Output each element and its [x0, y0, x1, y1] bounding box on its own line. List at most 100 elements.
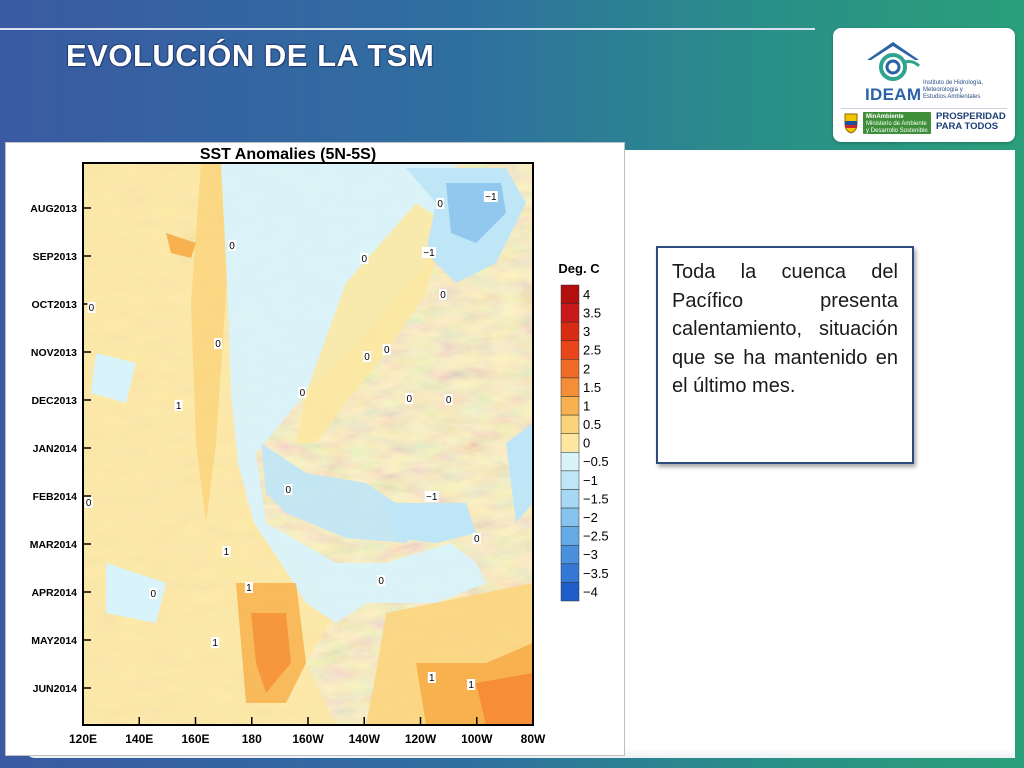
contour-label-bg	[87, 302, 96, 313]
colorbar-swatch	[560, 396, 580, 416]
title-rule	[0, 28, 815, 30]
contour-label: 0	[474, 534, 480, 545]
contour-label: 0	[446, 395, 452, 406]
contour-label-bg	[424, 491, 439, 502]
prosperidad-para-todos-logo: PROSPERIDAD PARA TODOS	[936, 111, 1006, 132]
contour-label: 0	[378, 576, 384, 587]
colorbar-label: 1	[583, 398, 590, 413]
ideam-wordmark: IDEAM	[865, 85, 922, 104]
contour-label-bg	[444, 394, 453, 405]
contour-label-bg	[405, 393, 414, 404]
colorbar-swatch	[560, 526, 580, 546]
y-tick-label: MAY2014	[31, 635, 77, 647]
contour-label: 0	[215, 339, 221, 350]
sst-hovmoller-svg: SST Anomalies (5N-5S) 1 2	[30, 146, 609, 746]
contour-label-bg	[382, 344, 391, 355]
colorbar-swatch	[560, 563, 580, 583]
colorbar-swatch	[560, 303, 580, 323]
colorbar-swatch	[560, 433, 580, 453]
colorbar-swatch	[560, 321, 580, 342]
colorbar-label: −1	[583, 473, 598, 488]
logo-divider	[841, 108, 1007, 109]
institute-name: Instituto de Hidrología, Meteorología y …	[923, 80, 984, 100]
colorbar-label: 3.5	[583, 306, 601, 321]
colorbar-swatch	[560, 544, 580, 565]
contour-label-bg	[363, 351, 372, 362]
colorbar-swatch	[560, 470, 580, 490]
colorbar-label: −0.5	[583, 454, 609, 469]
contour-label: 0	[440, 290, 446, 301]
chart-title: SST Anomalies (5N-5S)	[200, 146, 376, 163]
colorbar-label: 0	[583, 436, 590, 451]
y-tick-label: JUN2014	[33, 683, 78, 695]
contour-label: 0	[286, 485, 292, 496]
y-tick-label: SEP2013	[33, 251, 78, 263]
y-tick-label: APR2014	[31, 587, 77, 599]
slide-title: EVOLUCIÓN DE LA TSM	[66, 38, 435, 73]
colorbar-label: −3	[583, 547, 598, 562]
y-tick-label: AUG2013	[30, 203, 77, 215]
contour-label-bg	[222, 546, 231, 557]
contour-labels: −1 0 0 0 −1 0 0 0 0 0 0 1 0 0 0 0 −1 1 0 0 0 1 1 1 1	[84, 191, 498, 691]
contour-label: 0	[89, 303, 95, 314]
contour-label-bg	[439, 289, 447, 300]
x-tick-label: 160W	[292, 732, 324, 746]
x-tick-label: 140W	[349, 732, 381, 746]
colorbar-swatch	[560, 340, 580, 360]
colorbar: Deg. C 4 3.5 3 2.5 2 1.5 1 0.5 0 −0.5 −1 −1.5 −2 −2.5 −…	[558, 261, 609, 602]
y-tick-label: NOV2013	[31, 347, 77, 359]
contour-label: 0	[361, 254, 367, 265]
colorbar-label: −2.5	[583, 529, 609, 544]
contour-label: 0	[151, 589, 157, 600]
contour-label-bg	[228, 240, 237, 251]
x-tick-label: 80W	[521, 732, 546, 746]
colorbar-label: −2	[583, 510, 598, 525]
ideam-logo-card: IDEAM Instituto de Hidrología, Meteorolo…	[833, 28, 1015, 142]
contour-label-bg	[174, 400, 183, 411]
contour-label: 0	[406, 394, 412, 405]
contour-label-bg	[214, 338, 222, 349]
contour-label: 0	[86, 498, 92, 509]
colombia-shield-icon	[844, 113, 858, 134]
x-tick-label: 120W	[405, 732, 437, 746]
colorbar-title: Deg. C	[558, 261, 600, 276]
colorbar-label: −4	[583, 584, 598, 599]
contour-label: 1	[246, 583, 252, 594]
contour-label-bg	[149, 588, 158, 599]
contour-label-bg	[211, 637, 220, 648]
y-tick-label: OCT2013	[31, 299, 77, 311]
contour-label: −1	[485, 192, 497, 203]
contour-label-bg	[377, 575, 386, 586]
x-tick-label: 100W	[461, 732, 493, 746]
contour-label: 0	[437, 199, 443, 210]
contour-label-bg	[467, 679, 476, 690]
contour-label: 1	[468, 680, 474, 691]
colorbar-label: −3.5	[583, 566, 609, 581]
colorbar-swatch	[560, 414, 580, 434]
description-textbox: Toda la cuenca del Pacífico presenta cal…	[656, 246, 914, 464]
contour-label-bg	[472, 533, 481, 544]
contour-label: −1	[426, 492, 438, 503]
contour-label: −1	[423, 248, 435, 259]
y-tick-label: FEB2014	[33, 491, 78, 503]
colorbar-label: 0.5	[583, 417, 601, 432]
contour-label: 1	[224, 547, 230, 558]
colorbar-swatch	[560, 507, 580, 527]
contour-label-bg	[298, 387, 307, 398]
ideam-condor-icon	[867, 42, 921, 81]
colorbar-label: 2.5	[583, 343, 601, 358]
colorbar-swatch	[560, 489, 580, 509]
y-tick-label: MAR2014	[30, 539, 77, 551]
contour-label-bg	[436, 198, 445, 209]
colorbar-swatch	[560, 377, 580, 397]
contour-label: 0	[300, 388, 306, 399]
contour-label-bg	[483, 191, 498, 202]
x-tick-label: 160E	[181, 732, 209, 746]
contour-label-bg	[421, 247, 436, 258]
contour-label: 0	[229, 241, 235, 252]
colorbar-label: −1.5	[583, 491, 609, 506]
y-axis: AUG2013 SEP2013 OCT2013 NOV2013 DEC2013 JAN20…	[30, 203, 91, 695]
contour-label-bg	[244, 582, 253, 593]
colorbar-label: 2	[583, 361, 590, 376]
contour-label-bg	[360, 253, 369, 264]
